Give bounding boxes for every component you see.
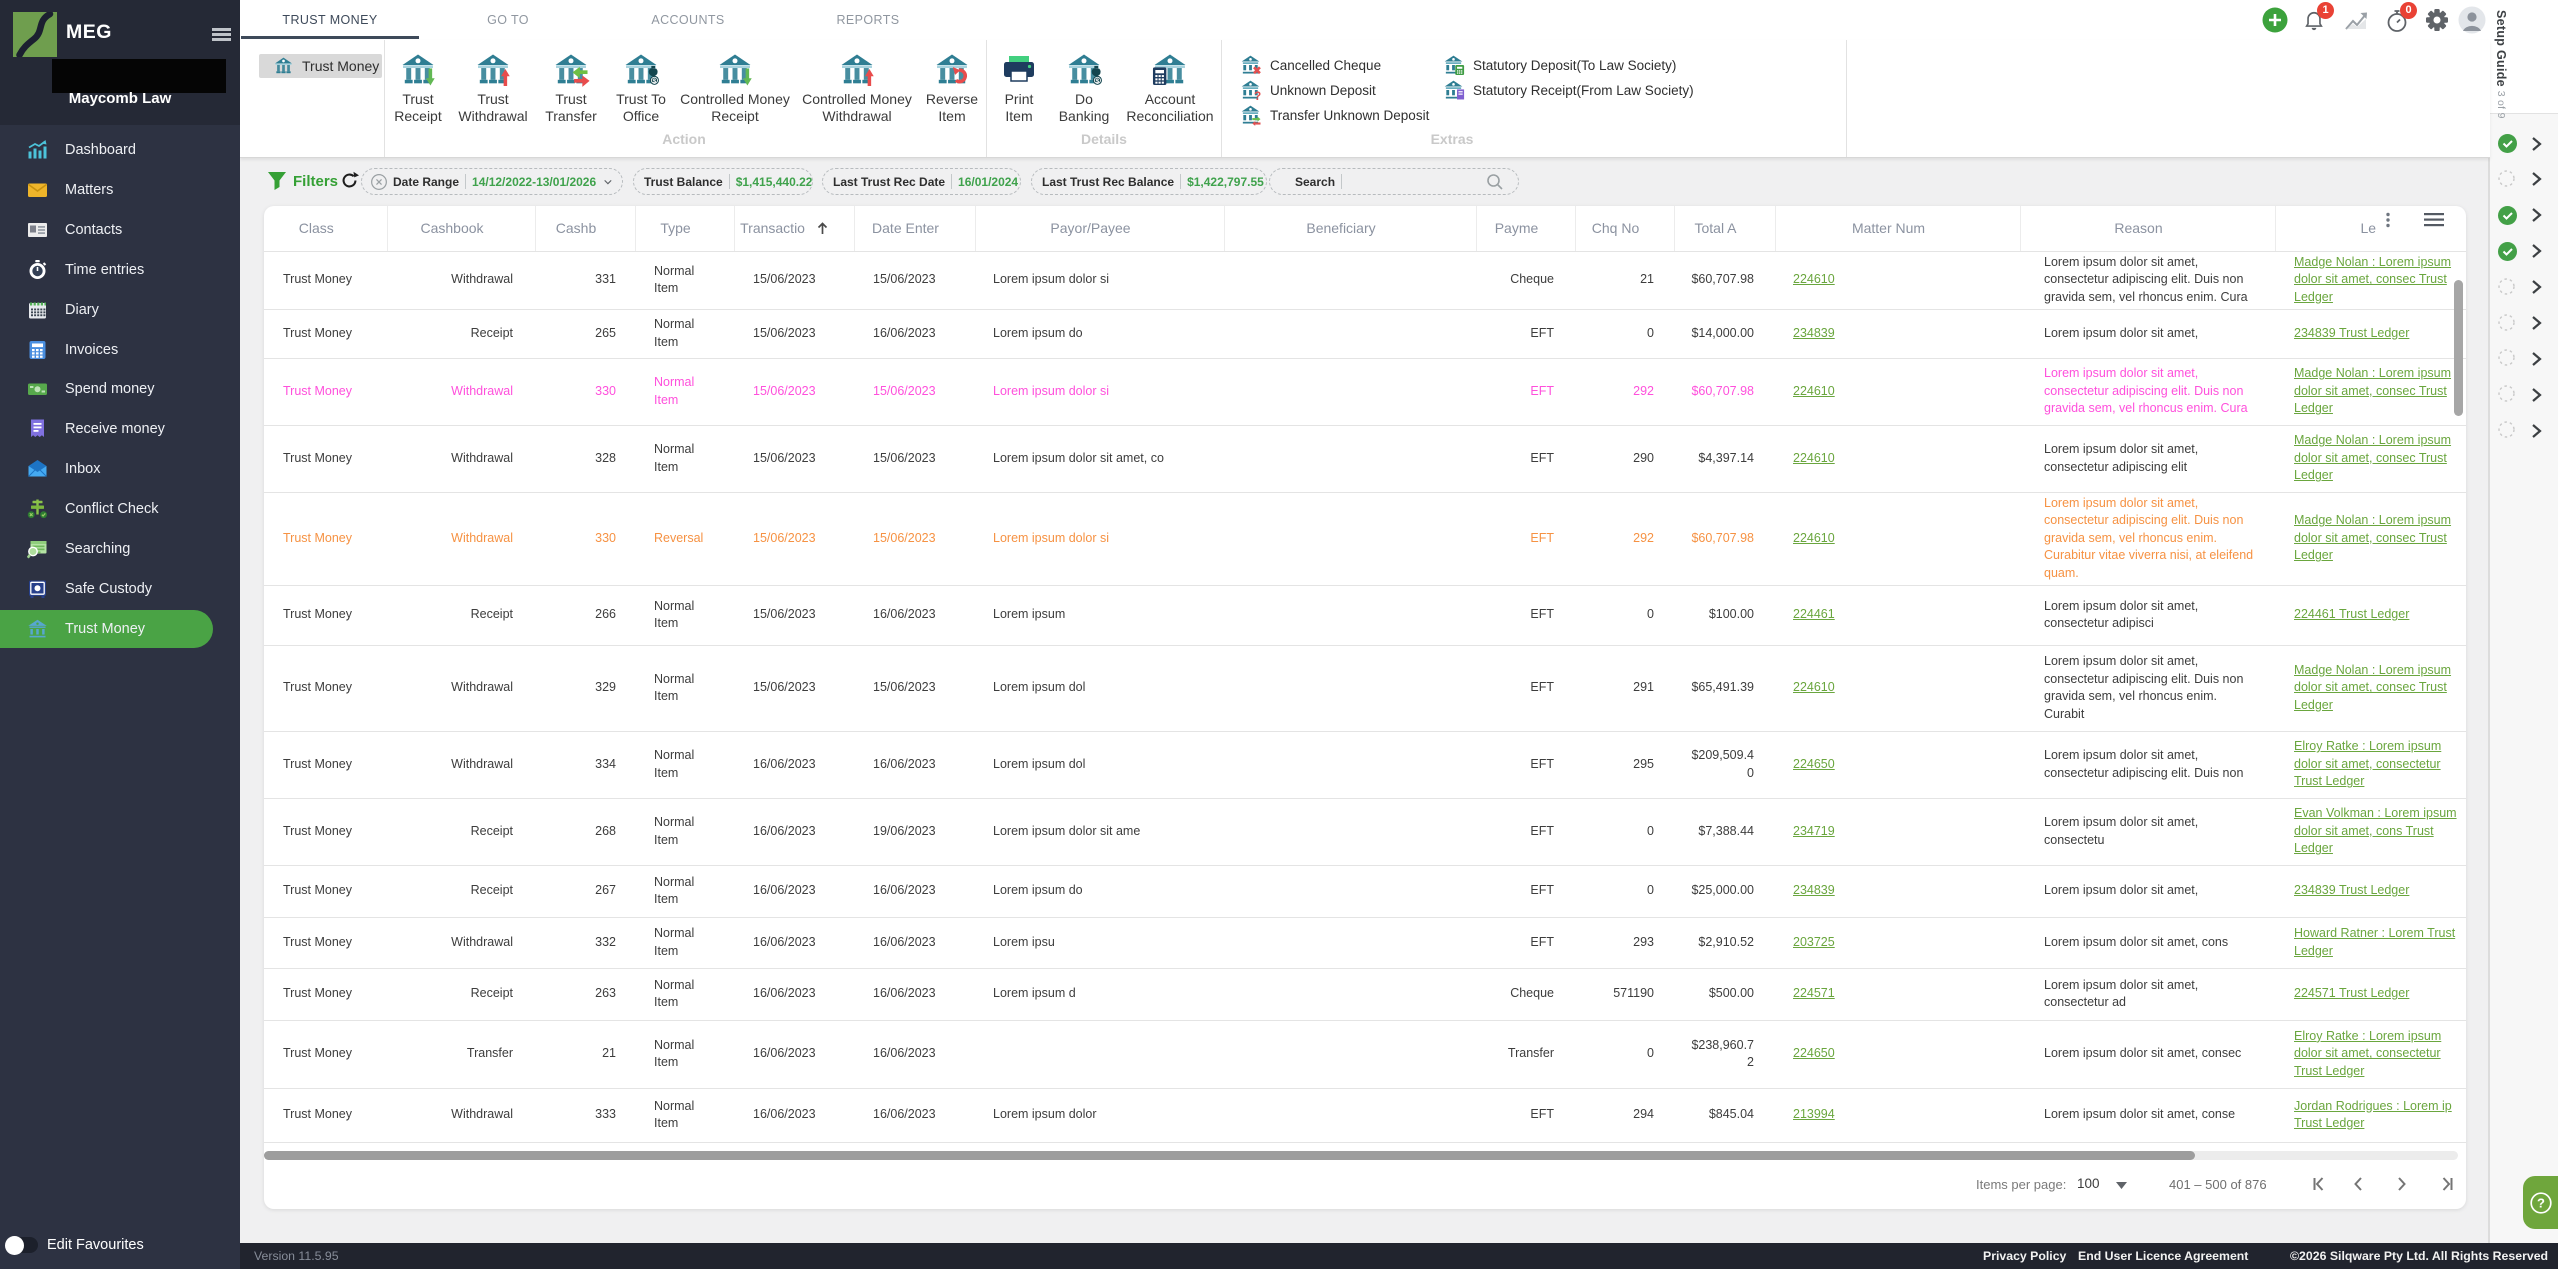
svg-text:$: $ [653,78,657,85]
svg-text:?: ? [1254,90,1261,103]
svg-text:?: ? [2537,1196,2545,1211]
svg-text:$: $ [1096,78,1100,85]
